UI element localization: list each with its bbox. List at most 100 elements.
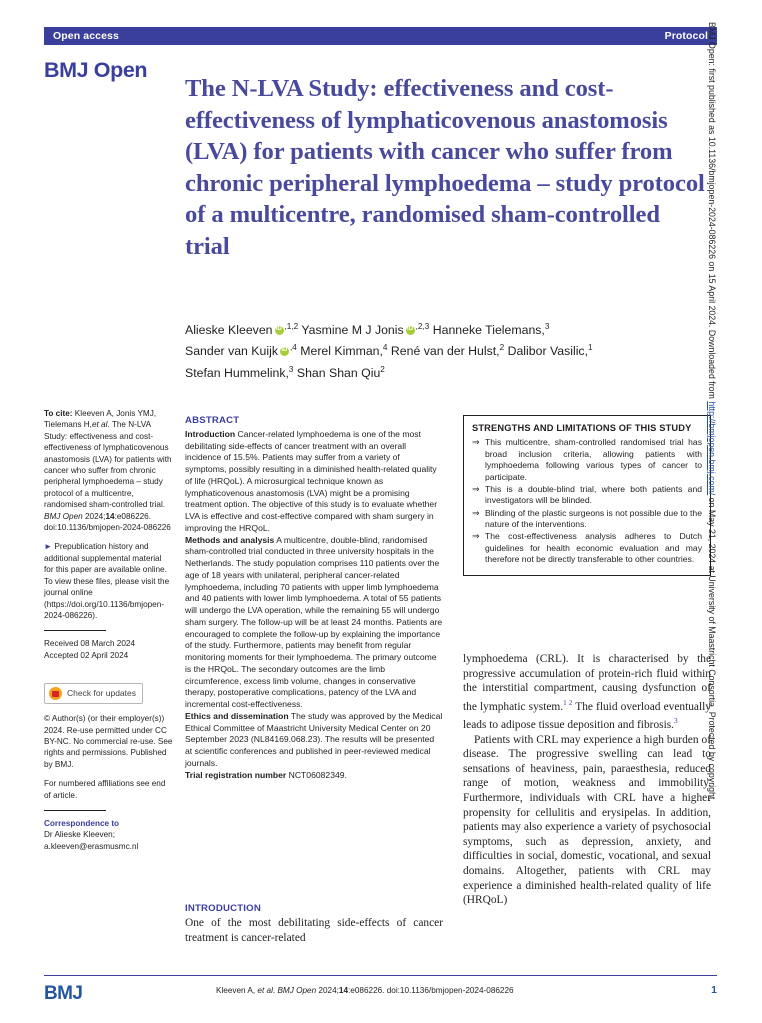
- orcid-icon[interactable]: [274, 325, 284, 336]
- citation-ref[interactable]: 1 2: [563, 698, 573, 707]
- to-cite-block: To cite: Kleeven A, Jonis YMJ, Tielemans…: [44, 408, 173, 533]
- orcid-icon[interactable]: [279, 346, 289, 357]
- list-item: ⇒ This multicentre, sham-controlled rand…: [472, 437, 702, 483]
- side-text-before: BMJ Open: first published as 10.1136/bmj…: [707, 22, 717, 402]
- check-for-updates-button[interactable]: Check for updates: [44, 683, 143, 705]
- author-affiliation-sup: 4: [382, 343, 388, 353]
- author-affiliation-sup: ,1,2: [284, 322, 299, 331]
- footer-citation: Kleeven A, et al. BMJ Open 2024;14:e0862…: [216, 986, 514, 995]
- author-name: Merel Kimman,: [300, 344, 383, 359]
- affiliations-note: For numbered affiliations see end of art…: [44, 779, 166, 800]
- strengths-heading: STRENGTHS AND LIMITATIONS OF THIS STUDY: [472, 423, 692, 433]
- author-name: Stefan Hummelink,: [185, 365, 289, 380]
- side-margin-provenance: BMJ Open: first published as 10.1136/bmj…: [706, 22, 717, 1002]
- footer-journal: BMJ Open: [277, 986, 317, 995]
- author-affiliation-sup: 1: [588, 343, 593, 353]
- footer-citation-author: Kleeven A,: [216, 986, 258, 995]
- double-arrow-icon: ⇒: [472, 507, 480, 518]
- journal-masthead: BMJ Open: [44, 58, 148, 82]
- abstract-methods: Methods and analysis A multicentre, doub…: [185, 535, 443, 711]
- footer-sep: .: [272, 986, 278, 995]
- list-item-text: Blinding of the plastic surgeons is not …: [485, 507, 702, 530]
- sidebar-column: To cite: Kleeven A, Jonis YMJ, Tielemans…: [44, 408, 173, 860]
- body-paragraph: Patients with CRL may experience a high …: [463, 733, 711, 907]
- author-name: Sander van Kuijk: [185, 344, 278, 359]
- list-item: ⇒ This is a double-blind trial, where bo…: [472, 484, 702, 507]
- footer-volume: 14: [338, 986, 349, 995]
- author-name: Yasmine M J Jonis: [301, 323, 404, 338]
- list-item-text: This multicentre, sham-controlled random…: [485, 437, 702, 482]
- author-affiliation-sup: 3: [544, 322, 550, 331]
- article-type-label: Protocol: [664, 30, 708, 42]
- abstract-ethics-text: The study was approved by the Medical Et…: [185, 710, 443, 768]
- footer-doi: :e086226. doi:10.1136/bmjopen-2024-08622…: [348, 986, 514, 995]
- received-date: Received 08 March 2024: [44, 639, 136, 649]
- to-cite-doi: :e086226. doi:10.1136/bmjopen-2024-08622…: [44, 511, 171, 533]
- abstract-introduction-label: Introduction: [185, 428, 236, 439]
- double-arrow-icon: ⇒: [472, 437, 480, 447]
- author-list: Alieske Kleeven ,1,2 Yasmine M J Jonis ,2,…: [185, 318, 710, 382]
- abstract-column: ABSTRACT Introduction Cancer-related lym…: [185, 415, 443, 781]
- running-head-bar: Open access Protocol: [44, 27, 717, 45]
- to-cite-text-2: . The N-LVA Study: effectiveness and cos…: [44, 420, 172, 510]
- introduction-text-left: One of the most debilitating side-effect…: [185, 917, 443, 944]
- trial-registration-label: Trial registration number: [185, 769, 287, 780]
- correspondence-block: Correspondence to Dr Alieske Kleeven; a.…: [44, 818, 173, 852]
- introduction-heading: INTRODUCTION: [185, 903, 261, 914]
- body-paragraph: lymphoedema (CRL). It is characterised b…: [463, 652, 711, 733]
- check-for-updates-label: Check for updates: [67, 687, 136, 698]
- author-affiliation-sup: 3: [288, 364, 294, 374]
- author-affiliation-sup: 2: [380, 364, 385, 374]
- open-access-label: Open access: [53, 30, 119, 42]
- journal-name-italic: BMJ Open: [44, 511, 83, 521]
- accepted-date: Accepted 02 April 2024: [44, 650, 129, 660]
- abstract-trial-registration: Trial registration number NCT06082349.: [185, 770, 443, 782]
- strengths-and-limitations-box: STRENGTHS AND LIMITATIONS OF THIS STUDY …: [463, 415, 711, 576]
- footer-year: 2024;: [316, 986, 339, 995]
- correspondence-heading: Correspondence to: [44, 818, 120, 828]
- to-cite-year: 2024;: [84, 511, 106, 521]
- author-affiliation-sup: 2: [499, 343, 505, 353]
- body-text: lymphoedema (CRL). It is characterised b…: [463, 653, 711, 713]
- author-affiliation-sup: ,4: [289, 343, 297, 353]
- double-arrow-icon: ⇒: [472, 483, 480, 494]
- trial-registration-number: NCT06082349.: [288, 769, 347, 780]
- list-item: ⇒ The cost-effectiveness analysis adhere…: [472, 531, 702, 566]
- prepublication-text: Prepublication history and additional su…: [44, 542, 170, 620]
- side-text-link[interactable]: http://bmjopen.bmj.com/: [707, 401, 717, 496]
- author-affiliation-sup: ,2,3: [415, 322, 430, 331]
- abstract-introduction: Introduction Cancer-related lymphoedema …: [185, 429, 443, 535]
- abstract-ethics: Ethics and dissemination The study was a…: [185, 711, 443, 770]
- prepublication-note: ► Prepublication history and additional …: [44, 541, 173, 621]
- list-item: ⇒ Blinding of the plastic surgeons is no…: [472, 508, 702, 531]
- footer-et-al: et al: [257, 986, 273, 995]
- strengths-list: ⇒ This multicentre, sham-controlled rand…: [472, 437, 702, 566]
- abstract-methods-text: A multicentre, double-blind, randomised …: [185, 534, 443, 710]
- crossmark-icon: [49, 687, 62, 701]
- author-name: Hanneke Tielemans,: [432, 323, 545, 338]
- abstract-introduction-text: Cancer-related lymphoedema is one of the…: [185, 428, 438, 533]
- list-item-text: This is a double-blind trial, where both…: [485, 483, 702, 506]
- orcid-icon[interactable]: [405, 325, 415, 336]
- body-column-right: lymphoedema (CRL). It is characterised b…: [463, 652, 711, 908]
- to-cite-label: To cite:: [44, 409, 73, 418]
- divider: [44, 630, 106, 632]
- introduction-section: INTRODUCTION One of the most debilitatin…: [185, 903, 443, 945]
- et-al: et al: [91, 420, 108, 430]
- abstract-ethics-label: Ethics and dissemination: [185, 710, 289, 721]
- footer-divider: [44, 975, 717, 976]
- author-name: René van der Hulst,: [390, 344, 500, 359]
- author-name: Shan Shan Qiu: [296, 365, 381, 380]
- correspondence-details: Dr Alieske Kleeven; a.kleeven@erasmusmc.…: [44, 830, 139, 851]
- page-title: The N-LVA Study: effectiveness and cost-…: [185, 75, 705, 260]
- citation-ref[interactable]: 3: [674, 717, 678, 726]
- author-name: Alieske Kleeven: [185, 323, 273, 338]
- double-arrow-icon: ⇒: [472, 531, 480, 542]
- side-text-after: on May 21, 2024 at University of Maastri…: [707, 495, 717, 802]
- body-text: The fluid overload eventually leads to a…: [463, 700, 712, 731]
- to-cite-volume: 14: [105, 511, 115, 521]
- copyright-note: © Author(s) (or their employer(s)) 2024.…: [44, 714, 173, 769]
- to-cite-text: Kleeven A, Jonis YMJ, Tielemans H,: [44, 409, 157, 430]
- page-number: 1: [711, 984, 717, 996]
